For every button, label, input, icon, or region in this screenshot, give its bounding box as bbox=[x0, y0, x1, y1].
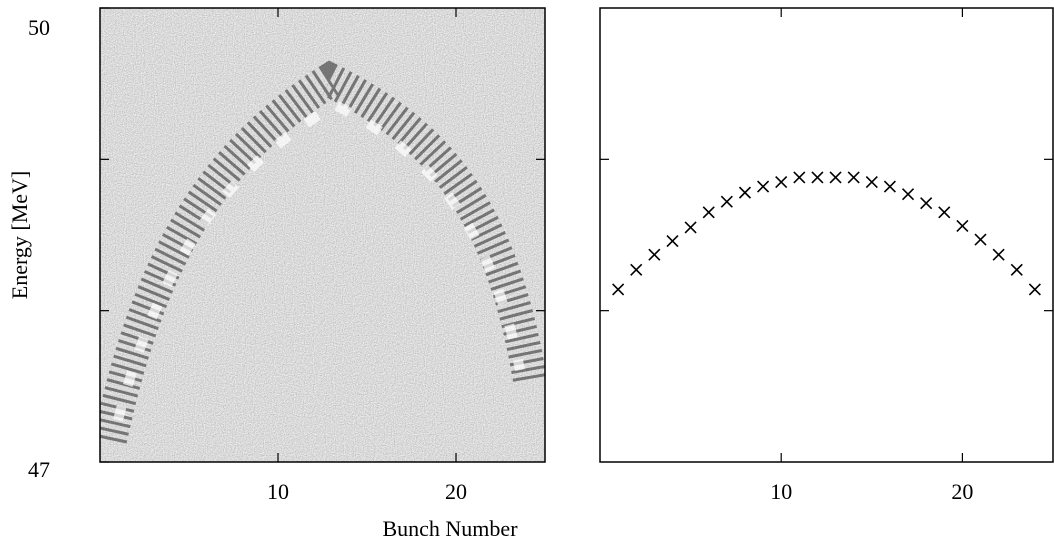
x-tick-label: 10 bbox=[770, 479, 792, 504]
data-point bbox=[684, 221, 697, 234]
data-point bbox=[883, 180, 896, 193]
x-tick-label: 20 bbox=[951, 479, 973, 504]
data-point bbox=[738, 186, 752, 199]
x-tick-label: 20 bbox=[445, 479, 467, 504]
y-tick-label: 50 bbox=[28, 15, 50, 40]
data-point bbox=[1028, 283, 1041, 296]
data-point bbox=[992, 248, 1005, 261]
plot-frame bbox=[99, 7, 546, 463]
data-point bbox=[901, 188, 915, 201]
data-point bbox=[648, 248, 661, 261]
plot-frame bbox=[599, 7, 1054, 463]
data-point bbox=[793, 171, 806, 184]
x-axis-label: Bunch Number bbox=[382, 516, 518, 541]
energy-image bbox=[100, 8, 545, 462]
y-tick-label: 47 bbox=[28, 457, 50, 482]
data-point bbox=[775, 175, 788, 189]
data-point bbox=[702, 206, 715, 219]
image-streak bbox=[100, 60, 545, 444]
data-point bbox=[956, 219, 969, 232]
data-point bbox=[920, 197, 933, 210]
data-point bbox=[847, 171, 860, 184]
x-tick-label: 10 bbox=[267, 479, 289, 504]
data-point bbox=[865, 175, 878, 189]
data-point bbox=[829, 171, 842, 184]
data-point bbox=[974, 233, 987, 246]
data-point bbox=[811, 171, 824, 184]
y-axis-label: Energy [MeV] bbox=[7, 171, 32, 300]
data-point bbox=[720, 195, 733, 208]
data-point bbox=[1010, 263, 1023, 276]
data-point bbox=[612, 283, 625, 296]
data-point bbox=[630, 263, 643, 276]
data-point bbox=[757, 180, 770, 193]
data-point bbox=[666, 234, 679, 248]
data-point bbox=[938, 206, 951, 219]
